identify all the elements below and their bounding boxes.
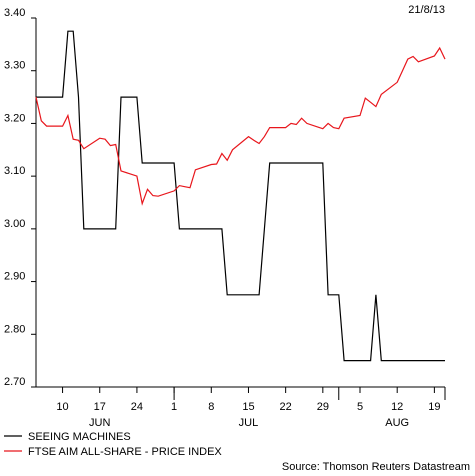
- y-tick-label: 2.90: [4, 271, 25, 283]
- x-tick-label: 12: [391, 401, 403, 413]
- legend-label-seeing-machines: SEEING MACHINES: [28, 431, 131, 443]
- x-tick-label: 1: [171, 401, 177, 413]
- y-tick-label: 3.20: [4, 112, 25, 124]
- chart-date-label: 21/8/13: [408, 4, 445, 16]
- y-tick-label: 3.40: [4, 7, 25, 19]
- x-tick-label: 29: [317, 401, 329, 413]
- legend: SEEING MACHINES FTSE AIM ALL-SHARE - PRI…: [4, 431, 222, 458]
- x-axis: 10 17 24 1 8 15 22 29 5 12 19: [56, 387, 441, 413]
- y-axis: 2.70 2.80 2.90 3.00 3.10 3.20 3.30 3.40: [4, 7, 36, 388]
- legend-label-ftse-aim: FTSE AIM ALL-SHARE - PRICE INDEX: [28, 446, 222, 458]
- y-tick-label: 2.70: [4, 376, 25, 388]
- series-line-seeing-machines: [36, 30, 445, 362]
- y-tick-label: 3.10: [4, 165, 25, 177]
- x-tick-label: 24: [131, 401, 143, 413]
- y-tick-label: 2.80: [4, 323, 25, 335]
- x-tick-label: 10: [56, 401, 68, 413]
- x-tick-label: 17: [94, 401, 106, 413]
- plot-area: [35, 18, 446, 400]
- x-tick-label: 15: [242, 401, 254, 413]
- y-tick-label: 3.00: [4, 218, 25, 230]
- series-line-ftse-aim: [35, 46, 446, 206]
- y-tick-label: 3.30: [4, 60, 25, 72]
- x-tick-label: 22: [280, 401, 292, 413]
- source-note: Source: Thomson Reuters Datastream: [282, 461, 470, 473]
- series-lines: [35, 30, 446, 362]
- month-label: JUN: [89, 417, 110, 429]
- x-axis-months: JUN JUL AUG: [89, 417, 409, 429]
- x-tick-label: 8: [208, 401, 214, 413]
- x-tick-label: 5: [357, 401, 363, 413]
- x-tick-label: 19: [428, 401, 440, 413]
- month-label: AUG: [385, 417, 409, 429]
- month-label: JUL: [239, 417, 259, 429]
